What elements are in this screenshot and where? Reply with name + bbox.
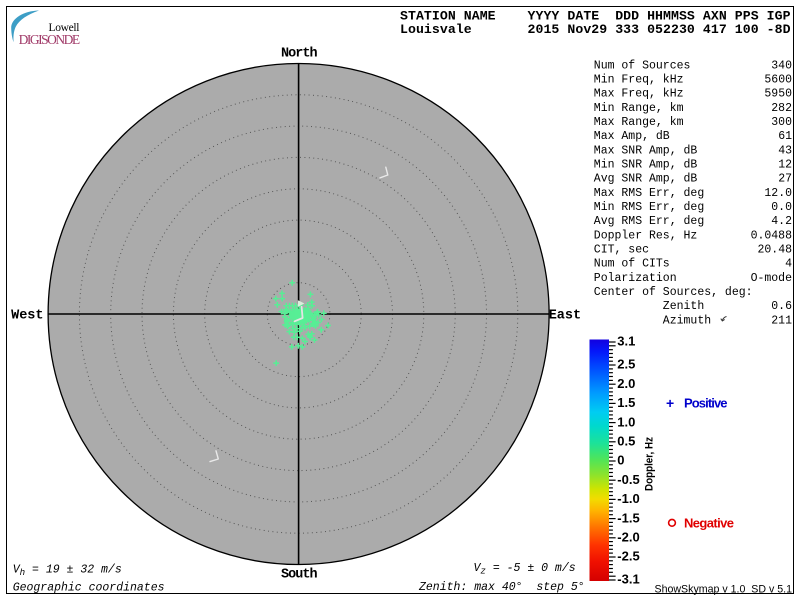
svg-text:4.2: 4.2 [771,215,792,228]
svg-text:Max Range, km: Max Range, km [594,116,684,129]
svg-text:-2.5: -2.5 [617,549,639,564]
svg-text:12.0: 12.0 [764,187,792,200]
svg-text:Min Freq, kHz: Min Freq, kHz [594,74,684,87]
svg-text:DIGISONDE: DIGISONDE [19,32,81,47]
svg-text:Azimuth: Azimuth [594,314,711,327]
svg-text:-2.0: -2.0 [617,530,639,545]
svg-text:Max RMS Err, deg: Max RMS Err, deg [594,187,704,200]
svg-text:282: 282 [771,102,792,115]
svg-text:0.0488: 0.0488 [751,229,793,242]
svg-text:0.5: 0.5 [617,434,635,449]
svg-text:340: 340 [771,59,792,72]
svg-text:-1.0: -1.0 [617,491,639,506]
svg-text:0.6: 0.6 [771,300,792,313]
svg-text:27: 27 [778,173,792,186]
svg-text:Max Amp, dB: Max Amp, dB [594,130,670,143]
svg-text:ShowSkymap v 1.0 SD v 5.1: ShowSkymap v 1.0 SD v 5.1 [655,584,793,596]
svg-text:Doppler Res, Hz: Doppler Res, Hz [594,229,698,242]
svg-text:Vz = -5 ± 0 m/s: Vz = -5 ± 0 m/s [474,562,576,577]
svg-text:-0.5: -0.5 [617,472,639,487]
svg-text:Negative: Negative [684,516,734,531]
svg-text:1.5: 1.5 [617,395,635,410]
svg-text:Vh = 19 ± 32 m/s: Vh = 19 ± 32 m/s [13,564,122,579]
svg-text:North: North [281,47,318,62]
svg-text:20.48: 20.48 [757,244,792,257]
svg-text:Zenith: Zenith [594,300,704,313]
svg-text:East: East [549,308,581,323]
svg-text:Doppler, Hz: Doppler, Hz [644,437,656,491]
svg-text:STATION NAME YYYY DATE DDD: STATION NAME YYYY DATE DDD HHMMSS AXN PP… [400,9,791,24]
svg-text:5950: 5950 [764,88,792,101]
svg-text:Num of Sources: Num of Sources [594,59,691,72]
svg-text:2.0: 2.0 [617,376,635,391]
svg-text:43: 43 [778,144,792,157]
svg-text:211: 211 [771,314,792,327]
svg-text:Louisvale 2015 Nov29 333: Louisvale 2015 Nov29 333 052230 417 100 … [400,22,791,37]
svg-text:Center of Sources, deg:: Center of Sources, deg: [594,286,753,299]
svg-text:CIT, sec: CIT, sec [594,244,649,257]
svg-text:Lowell: Lowell [49,22,80,34]
svg-text:5600: 5600 [764,74,792,87]
svg-text:+: + [666,395,674,411]
svg-text:3.1: 3.1 [617,334,635,349]
svg-text:0.0: 0.0 [771,201,792,214]
svg-text:-3.1: -3.1 [617,572,639,587]
svg-text:Max SNR Amp, dB: Max SNR Amp, dB [594,144,698,157]
svg-text:Geographic coordinates: Geographic coordinates [13,582,165,595]
svg-text:Max Freq, kHz: Max Freq, kHz [594,88,684,101]
svg-text:South: South [281,568,318,583]
svg-text:4: 4 [785,258,792,271]
svg-text:0: 0 [617,453,624,468]
svg-text:Zenith: max 40° step 5°: Zenith: max 40° step 5° [418,581,585,594]
svg-text:Min Range, km: Min Range, km [594,102,684,115]
svg-text:Avg SNR Amp, dB: Avg SNR Amp, dB [594,173,698,186]
svg-text:Polarization: Polarization [594,272,677,285]
svg-text:West: West [11,308,43,323]
svg-text:61: 61 [778,130,792,143]
svg-text:300: 300 [771,116,792,129]
svg-text:Num of CITs: Num of CITs [594,258,670,271]
svg-text:Positive: Positive [684,396,728,411]
svg-text:1.0: 1.0 [617,414,635,429]
svg-text:12: 12 [778,159,792,172]
svg-text:Min RMS Err, deg: Min RMS Err, deg [594,201,704,214]
svg-text:Avg RMS Err, deg: Avg RMS Err, deg [594,215,704,228]
svg-text:2.5: 2.5 [617,357,635,372]
svg-text:Min SNR Amp, dB: Min SNR Amp, dB [594,159,698,172]
svg-text:-1.5: -1.5 [617,510,639,525]
svg-text:O-mode: O-mode [751,272,793,285]
